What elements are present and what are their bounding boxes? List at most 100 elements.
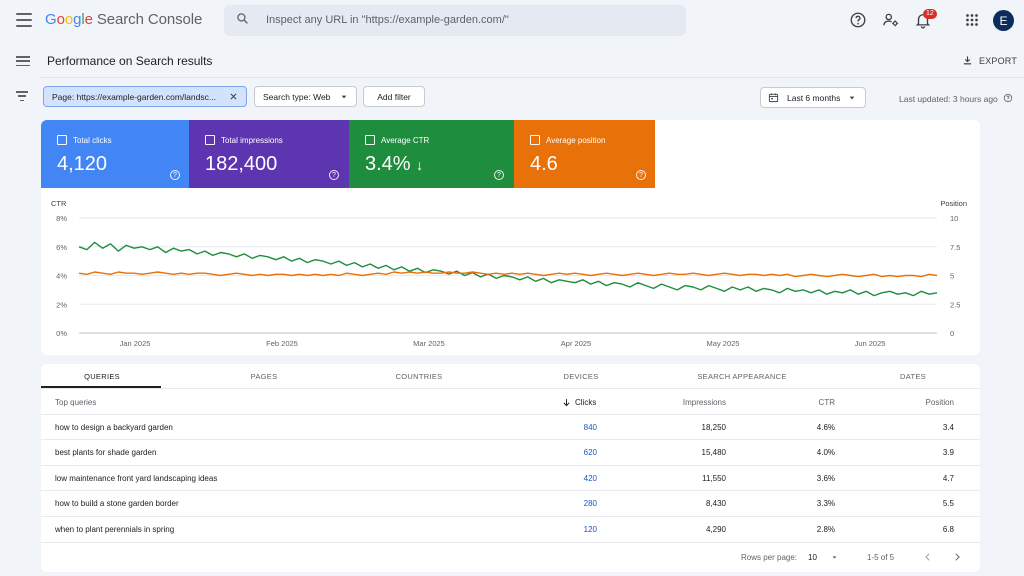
manage-users-icon[interactable] xyxy=(882,11,900,29)
remove-filter-close-icon[interactable] xyxy=(229,92,238,101)
card-value: 4.6 xyxy=(530,153,558,175)
caret-down-icon xyxy=(850,96,855,99)
right-tick-label: 0 xyxy=(950,329,954,338)
caret-down-icon xyxy=(832,556,837,559)
x-tick-label: Mar 2025 xyxy=(413,339,445,348)
total-impressions-checkbox[interactable] xyxy=(205,135,215,145)
ctr-cell: 2.8% xyxy=(816,525,835,534)
left-tick-label: 2% xyxy=(56,300,67,309)
impressions-cell: 8,430 xyxy=(705,499,726,508)
search-type-dropdown[interactable]: Search type: Web xyxy=(254,86,357,107)
url-inspection-search-bar[interactable] xyxy=(224,5,686,36)
help-icon[interactable]: ? xyxy=(170,170,180,180)
query-cell[interactable]: how to build a stone garden border xyxy=(55,499,179,508)
table-divider xyxy=(41,414,980,415)
column-header-query: Top queries xyxy=(55,398,97,407)
query-cell[interactable]: how to design a backyard garden xyxy=(55,423,173,432)
tab-countries[interactable]: COUNTRIES xyxy=(395,372,443,381)
tab-dates[interactable]: DATES xyxy=(900,372,926,381)
details-table-panel xyxy=(41,364,980,572)
add-filter-button[interactable]: Add filter xyxy=(363,86,425,107)
help-icon[interactable]: ? xyxy=(494,170,504,180)
average-ctr-card[interactable]: Average CTR 3.4% ↓ ? xyxy=(349,120,514,188)
clicks-cell: 420 xyxy=(583,474,597,483)
total-impressions-card[interactable]: Total impressions 182,400 ? xyxy=(189,120,349,188)
main-menu-icon[interactable] xyxy=(16,13,32,27)
ctr-value: 3.4% xyxy=(365,153,411,175)
calendar-icon xyxy=(768,93,779,103)
tab-pages[interactable]: PAGES xyxy=(250,372,278,381)
right-tick-label: 5 xyxy=(950,272,954,281)
help-icon[interactable]: ? xyxy=(329,170,339,180)
total-clicks-checkbox[interactable] xyxy=(57,135,67,145)
column-header-impressions[interactable]: Impressions xyxy=(682,398,726,407)
trend-down-arrow-icon: ↓ xyxy=(416,157,424,173)
clicks-cell: 120 xyxy=(583,525,597,534)
left-tick-label: 0% xyxy=(56,329,67,338)
previous-page-chevron-icon[interactable] xyxy=(923,552,933,562)
clicks-cell: 840 xyxy=(583,423,597,432)
query-cell[interactable]: low maintenance front yard landscaping i… xyxy=(55,474,218,483)
x-tick-label: Jun 2025 xyxy=(855,339,886,348)
x-tick-label: May 2025 xyxy=(707,339,740,348)
column-header-ctr[interactable]: CTR xyxy=(818,398,835,407)
query-cell[interactable]: best plants for shade garden xyxy=(55,448,157,457)
page-title: Performance on Search results xyxy=(47,54,213,68)
last-updated-text: Last updated: 3 hours ago xyxy=(899,93,1013,104)
table-divider xyxy=(41,388,980,389)
info-icon[interactable] xyxy=(1003,93,1013,103)
right-tick-label: 7.5 xyxy=(950,243,960,252)
rows-per-page-value: 10 xyxy=(808,553,817,562)
total-clicks-card[interactable]: Total clicks 4,120 ? xyxy=(41,120,189,188)
active-tab-indicator xyxy=(41,386,161,388)
table-row-divider xyxy=(41,465,980,466)
card-value: 3.4% ↓ xyxy=(365,153,423,176)
tab-search-appearance[interactable]: SEARCH APPEARANCE xyxy=(697,372,787,381)
position-cell: 5.5 xyxy=(942,499,954,508)
next-page-chevron-icon[interactable] xyxy=(952,552,962,562)
apps-grid-icon[interactable] xyxy=(963,11,981,29)
tab-queries[interactable]: QUERIES xyxy=(84,372,120,381)
help-icon[interactable]: ? xyxy=(636,170,646,180)
right-axis-title: Position xyxy=(940,199,967,208)
notification-count-badge: 12 xyxy=(923,9,937,19)
card-label: Average position xyxy=(546,135,606,145)
column-header-clicks[interactable]: Clicks xyxy=(562,398,596,407)
rows-per-page-select[interactable]: 10 xyxy=(808,553,838,562)
side-nav-toggle-icon[interactable] xyxy=(16,56,30,66)
pagination-range: 1-5 of 5 xyxy=(867,553,895,562)
page-filter-label: Page: https://example-garden.com/landsc.… xyxy=(52,91,216,102)
search-type-label: Search type: Web xyxy=(263,91,331,102)
download-icon xyxy=(963,56,972,65)
ctr-series-line xyxy=(78,241,938,297)
clicks-cell: 280 xyxy=(583,499,597,508)
caret-down-icon xyxy=(341,95,347,98)
left-axis-title: CTR xyxy=(51,199,67,208)
date-range-label: Last 6 months xyxy=(787,92,841,103)
x-tick-label: Feb 2025 xyxy=(266,339,298,348)
query-cell[interactable]: when to plant perennials in spring xyxy=(55,525,175,534)
left-tick-label: 4% xyxy=(56,272,67,281)
average-ctr-checkbox[interactable] xyxy=(365,135,375,145)
page-filter-chip[interactable]: Page: https://example-garden.com/landsc.… xyxy=(43,86,247,107)
x-tick-label: Apr 2025 xyxy=(561,339,591,348)
table-row-divider xyxy=(41,516,980,517)
tab-devices[interactable]: DEVICES xyxy=(563,372,599,381)
impressions-cell: 4,290 xyxy=(705,525,726,534)
date-range-dropdown[interactable]: Last 6 months xyxy=(760,87,866,108)
export-button[interactable]: EXPORT xyxy=(962,55,1017,66)
search-console-logo[interactable]: Google Search Console xyxy=(45,11,203,28)
average-position-card[interactable]: Average position 4.6 ? xyxy=(514,120,655,188)
filter-icon[interactable] xyxy=(16,91,28,101)
position-cell: 6.8 xyxy=(942,525,954,534)
ctr-cell: 4.0% xyxy=(816,448,835,457)
product-name: Search Console xyxy=(96,11,203,28)
account-avatar[interactable]: E xyxy=(993,10,1014,31)
column-header-position[interactable]: Position xyxy=(925,398,954,407)
average-position-checkbox[interactable] xyxy=(530,135,540,145)
impressions-cell: 18,250 xyxy=(701,423,726,432)
clicks-cell: 620 xyxy=(583,448,597,457)
search-input[interactable]: Inspect any URL in "https://example-gard… xyxy=(266,14,509,26)
help-icon[interactable] xyxy=(849,11,867,29)
ctr-cell: 3.6% xyxy=(816,474,835,483)
